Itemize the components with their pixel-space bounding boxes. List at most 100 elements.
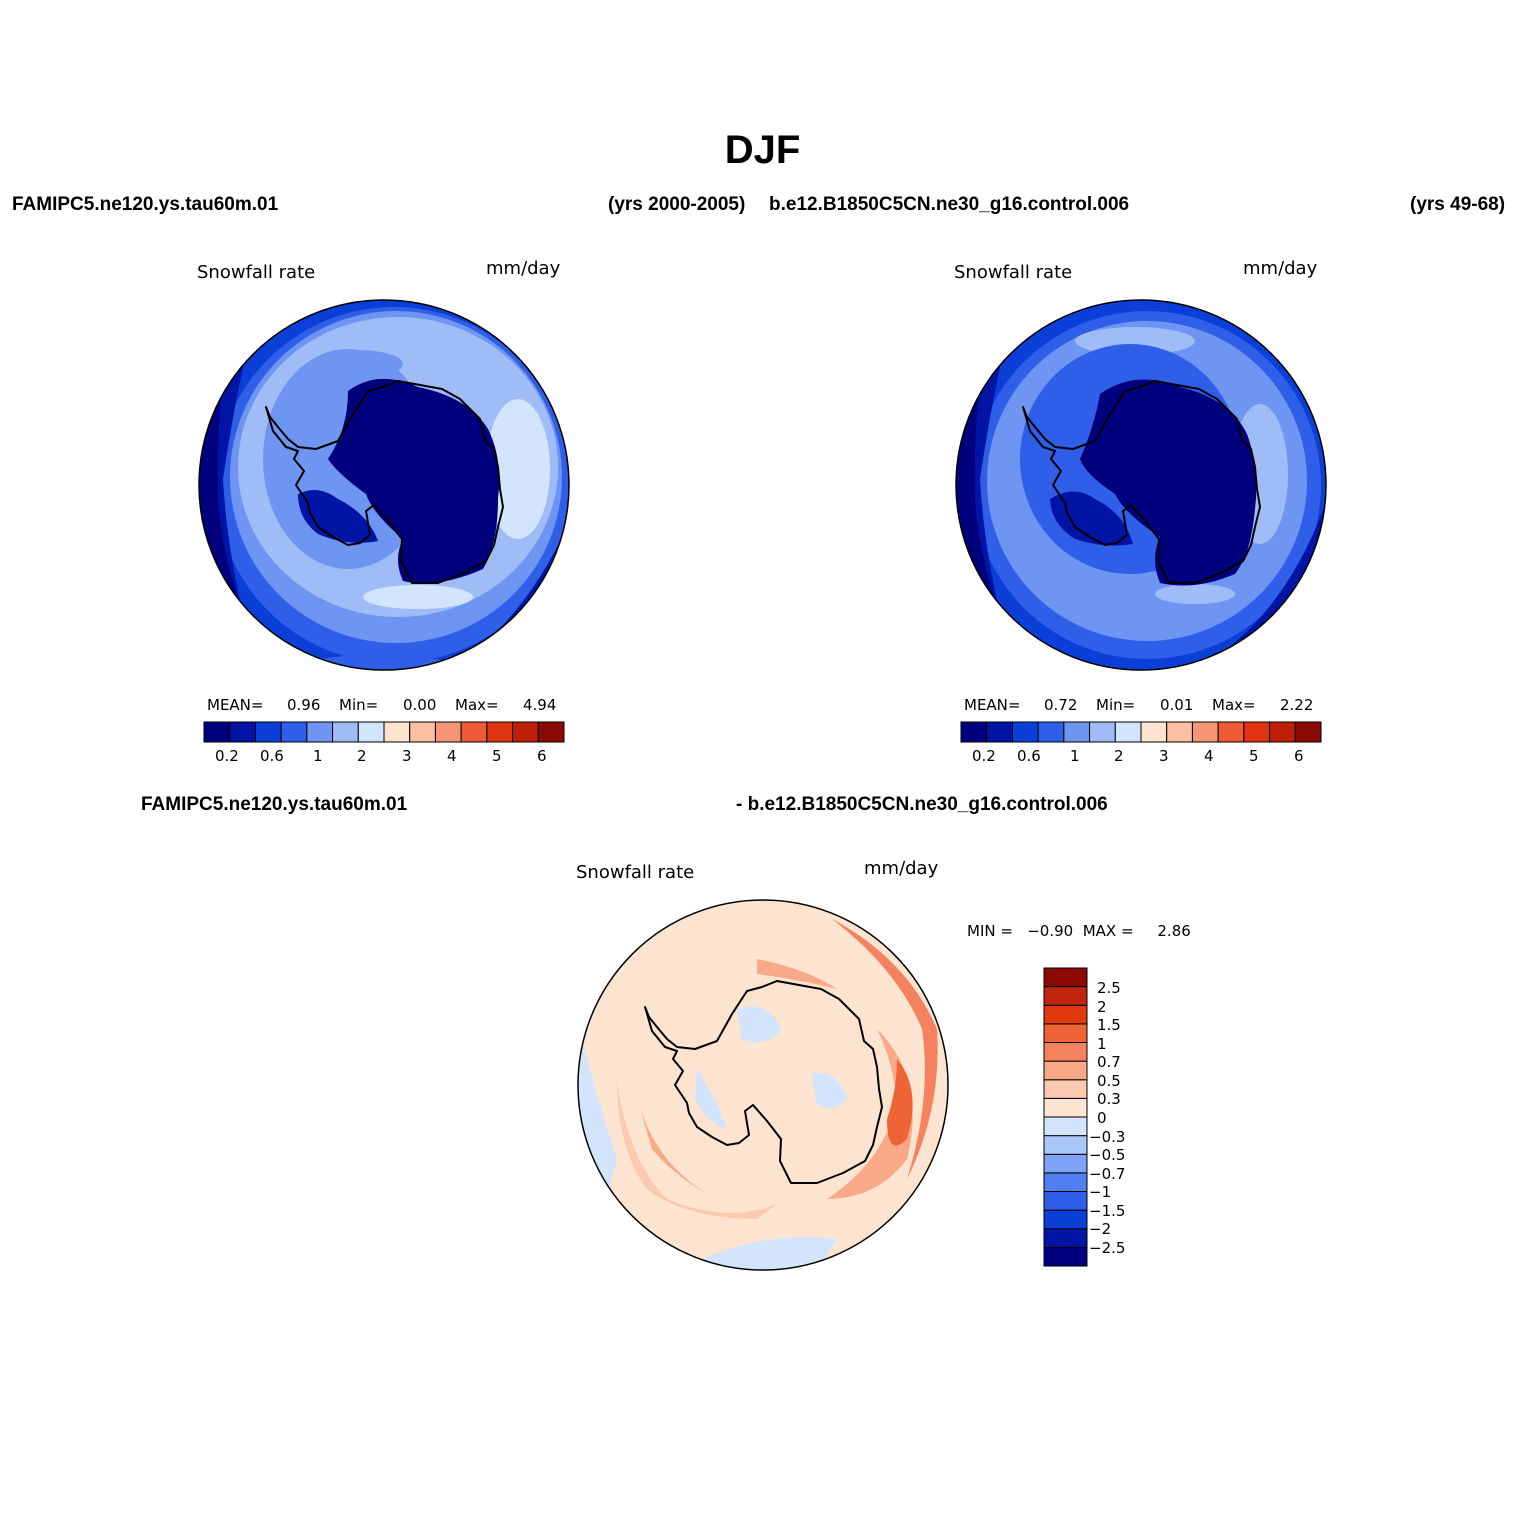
- coastline: [1022, 380, 1261, 584]
- panel2-tick: 6: [1294, 747, 1304, 765]
- colorbar-swatch: [1043, 1191, 1088, 1211]
- colorbar-swatch: [229, 721, 256, 743]
- diff-level-label: −2: [1089, 1220, 1112, 1238]
- coastline: [265, 380, 504, 584]
- panel2-max-value: 2.22: [1280, 696, 1314, 714]
- diff-colorbar: [1043, 967, 1088, 1267]
- colorbar-swatch: [1011, 721, 1039, 743]
- colorbar-swatch: [1269, 721, 1296, 743]
- coastline: [644, 980, 883, 1184]
- panel1-colorbar: [203, 721, 565, 743]
- antarctica-fill: [695, 978, 879, 1184]
- panel2-tick: 3: [1159, 747, 1169, 765]
- diff-level-label: 0.7: [1097, 1053, 1121, 1071]
- panel2-label: Snowfall rate: [954, 262, 1073, 283]
- panel2-mean-value: 0.72: [1044, 696, 1078, 714]
- diff-level-label: −0.7: [1089, 1165, 1126, 1183]
- diff-level-label: −1: [1089, 1183, 1112, 1201]
- colorbar-swatch: [1043, 1097, 1088, 1118]
- panel2-tick: 1: [1070, 747, 1080, 765]
- colorbar-swatch: [254, 721, 282, 743]
- figure-title: DJF: [724, 128, 801, 172]
- case1-years: (yrs 2000-2005): [608, 194, 746, 215]
- panel1-mean-label: MEAN=: [207, 696, 264, 714]
- panel1-tick: 6: [537, 747, 547, 765]
- diff-case2-name: - b.e12.B1850C5CN.ne30_g16.control.006: [736, 794, 1108, 815]
- panel2-tick: 0.2: [972, 747, 996, 765]
- panel2-map: [955, 299, 1327, 671]
- colorbar-swatch: [1037, 721, 1065, 743]
- panel2-tick: 5: [1249, 747, 1259, 765]
- colorbar-swatch: [1043, 1172, 1088, 1193]
- case2-name: b.e12.B1850C5CN.ne30_g16.control.006: [769, 194, 1130, 215]
- colorbar-swatch: [306, 721, 334, 743]
- panel2-colorbar: [960, 721, 1322, 743]
- colorbar-swatch: [1043, 1228, 1088, 1248]
- colorbar-swatch: [1043, 1060, 1088, 1081]
- colorbar-swatch: [1043, 1209, 1088, 1230]
- diff-level-label: 2.5: [1097, 979, 1121, 997]
- panel1-min-label: Min=: [339, 696, 379, 714]
- diff-label: Snowfall rate: [576, 862, 695, 883]
- colorbar-swatch: [1043, 1135, 1088, 1155]
- panel1-label: Snowfall rate: [197, 262, 316, 283]
- panel2-tick: 2: [1114, 747, 1124, 765]
- colorbar-swatch: [460, 721, 488, 743]
- diff-minmax: MIN = −0.90 MAX = 2.86: [967, 922, 1191, 940]
- diff-level-label: 2: [1097, 998, 1107, 1016]
- antarctica-fill: [1050, 379, 1257, 586]
- panel1-tick: 4: [447, 747, 457, 765]
- diff-level-label: −0.3: [1089, 1128, 1126, 1146]
- colorbar-swatch: [1294, 721, 1322, 743]
- colorbar-swatch: [1140, 721, 1168, 743]
- colorbar-swatch: [1089, 721, 1116, 743]
- panel2-min-value: 0.01: [1160, 696, 1194, 714]
- colorbar-swatch: [986, 721, 1013, 743]
- panel1-tick: 1: [313, 747, 323, 765]
- colorbar-swatch: [1243, 721, 1271, 743]
- panel1-max-label: Max=: [455, 696, 499, 714]
- panel2-tick: 4: [1204, 747, 1214, 765]
- diff-level-label: 0: [1097, 1109, 1107, 1127]
- antarctica-fill: [298, 378, 500, 584]
- colorbar-swatch: [486, 721, 514, 743]
- diff-case1-name: FAMIPC5.ne120.ys.tau60m.01: [141, 794, 408, 815]
- colorbar-swatch: [512, 721, 539, 743]
- colorbar-swatch: [1043, 1116, 1088, 1137]
- diff-level-label: 1: [1097, 1035, 1107, 1053]
- colorbar-swatch: [1217, 721, 1245, 743]
- panel2-units: mm/day: [1243, 258, 1318, 279]
- panel1-tick: 5: [492, 747, 502, 765]
- case1-name: FAMIPC5.ne120.ys.tau60m.01: [12, 194, 279, 215]
- panel1-tick: 2: [357, 747, 367, 765]
- panel2-mean-label: MEAN=: [964, 696, 1021, 714]
- diff-level-label: −1.5: [1089, 1202, 1126, 1220]
- diff-level-label: 1.5: [1097, 1016, 1121, 1034]
- diff-level-label: 0.3: [1097, 1090, 1121, 1108]
- panel2-min-label: Min=: [1096, 696, 1136, 714]
- case2-years: (yrs 49-68): [1410, 194, 1506, 215]
- colorbar-swatch: [409, 721, 436, 743]
- panel1-tick: 3: [402, 747, 412, 765]
- colorbar-swatch: [383, 721, 411, 743]
- panel2-max-label: Max=: [1212, 696, 1256, 714]
- colorbar-swatch: [357, 721, 385, 743]
- colorbar-swatch: [1043, 986, 1088, 1006]
- colorbar-swatch: [434, 721, 462, 743]
- panel1-tick: 0.6: [260, 747, 284, 765]
- colorbar-swatch: [1043, 1246, 1088, 1267]
- diff-level-label: 0.5: [1097, 1072, 1121, 1090]
- colorbar-swatch: [1043, 967, 1088, 988]
- panel1-tick: 0.2: [215, 747, 239, 765]
- colorbar-swatch: [1043, 1079, 1088, 1099]
- colorbar-swatch: [1114, 721, 1142, 743]
- colorbar-swatch: [203, 721, 231, 743]
- panel1-map: [198, 299, 570, 671]
- colorbar-swatch: [537, 721, 565, 743]
- panel1-min-value: 0.00: [403, 696, 437, 714]
- panel1-units: mm/day: [486, 258, 561, 279]
- colorbar-swatch: [332, 721, 359, 743]
- diff-level-label: −0.5: [1089, 1146, 1126, 1164]
- colorbar-swatch: [960, 721, 988, 743]
- colorbar-swatch: [280, 721, 308, 743]
